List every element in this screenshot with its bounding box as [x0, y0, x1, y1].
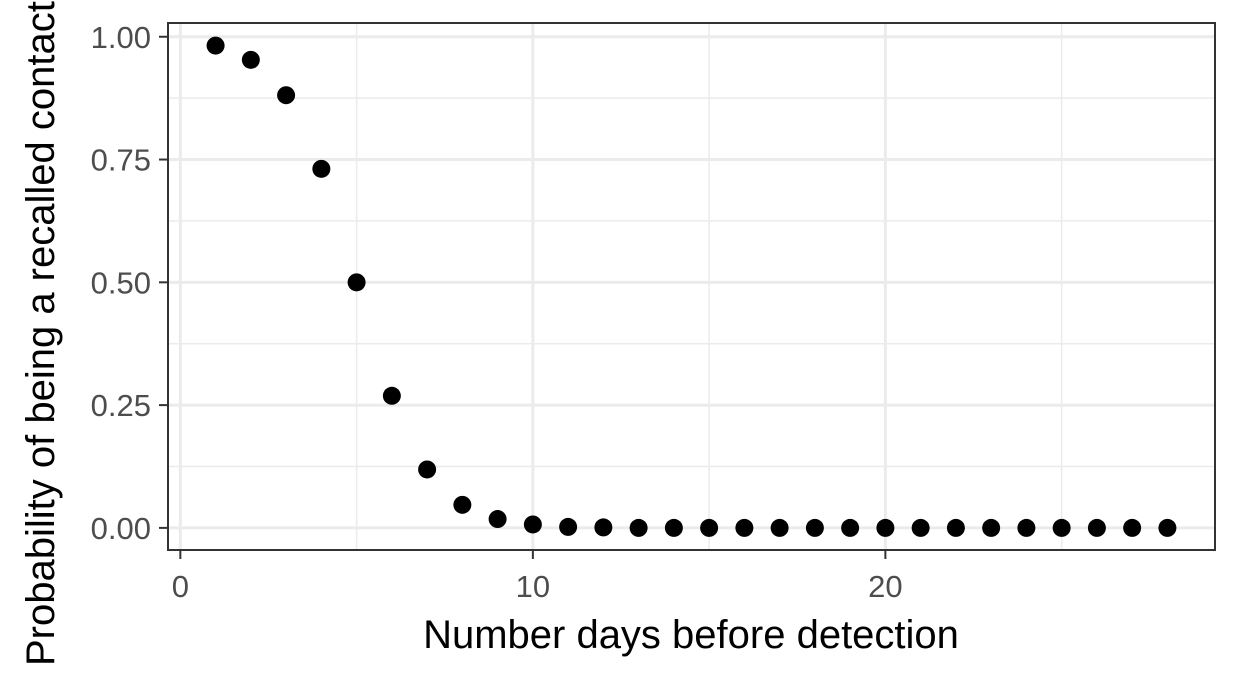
data-points — [206, 36, 1177, 537]
data-point — [735, 518, 754, 537]
data-point — [523, 515, 542, 534]
data-point — [1158, 518, 1177, 537]
data-point — [805, 518, 824, 537]
y-tick-label: 1.00 — [91, 20, 151, 55]
data-point — [382, 386, 401, 405]
x-tick-label: 10 — [516, 569, 550, 604]
data-point — [1123, 518, 1142, 537]
data-point — [206, 36, 225, 55]
data-point — [841, 518, 860, 537]
data-point — [946, 518, 965, 537]
data-point — [700, 518, 719, 537]
x-axis-title: Number days before detection — [423, 613, 959, 657]
data-point — [453, 495, 472, 514]
data-point — [418, 460, 437, 479]
data-point — [488, 510, 507, 529]
data-point — [277, 86, 296, 105]
data-point — [1017, 518, 1036, 537]
data-point — [1052, 518, 1071, 537]
data-point — [241, 50, 260, 69]
data-point — [664, 518, 683, 537]
data-point — [770, 518, 789, 537]
data-point — [629, 518, 648, 537]
y-tick-label: 0.75 — [91, 143, 151, 178]
x-tick-label: 20 — [868, 569, 902, 604]
data-point — [1087, 518, 1106, 537]
data-point — [347, 273, 366, 292]
panel-border — [167, 22, 1216, 551]
data-point — [594, 518, 613, 537]
data-point — [876, 518, 895, 537]
data-point — [312, 159, 331, 178]
y-tick-label: 0.00 — [91, 511, 151, 546]
y-axis: 0.00 0.25 0.50 0.75 1.00 — [91, 20, 168, 546]
panel-background — [168, 23, 1215, 550]
y-tick-label: 0.50 — [91, 265, 151, 300]
major-gridlines — [168, 23, 1215, 550]
x-tick-label: 0 — [172, 569, 189, 604]
data-point — [911, 518, 930, 537]
y-tick-label: 0.25 — [91, 388, 151, 423]
x-axis: 0 10 20 — [172, 550, 903, 604]
data-point — [982, 518, 1001, 537]
y-axis-title: Probability of being a recalled contact — [19, 1, 63, 666]
data-point — [559, 517, 578, 536]
minor-gridlines — [168, 23, 1215, 550]
